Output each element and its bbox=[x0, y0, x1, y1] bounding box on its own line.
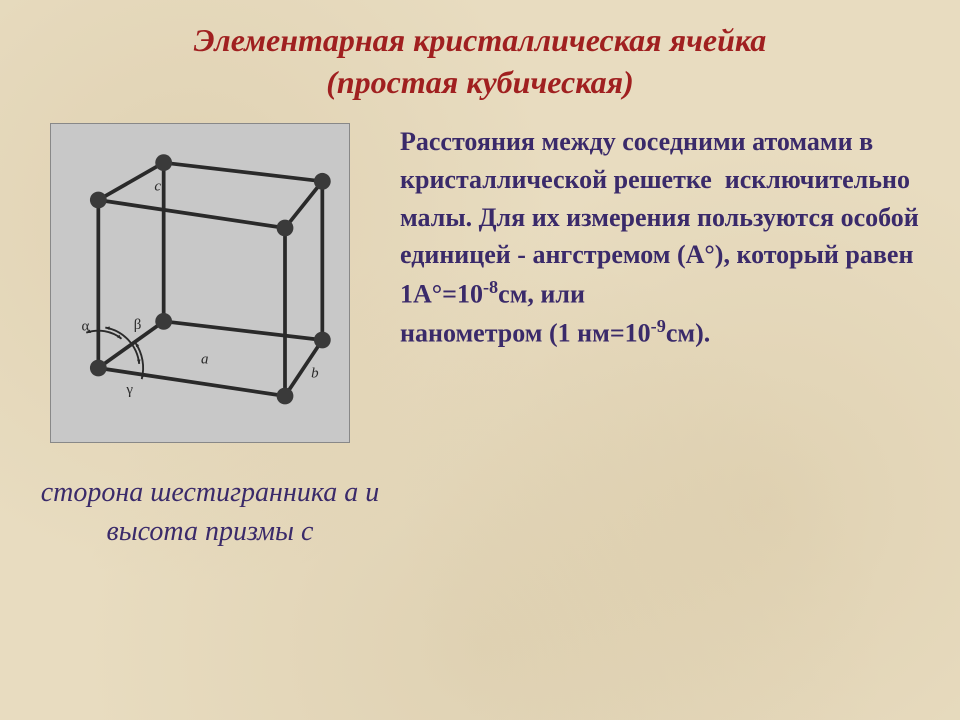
svg-text:a: a bbox=[201, 352, 208, 368]
slide-title: Элементарная кристаллическая ячейка (про… bbox=[40, 20, 920, 103]
unit-cell-diagram: a b c α β γ bbox=[50, 123, 350, 443]
title-line2: (простая кубическая) bbox=[326, 64, 634, 100]
svg-text:c: c bbox=[154, 179, 161, 195]
cubic-cell-svg: a b c α β γ bbox=[61, 134, 341, 434]
content-row: a b c α β γ сторона шестигранника а и высота … bbox=[40, 123, 920, 551]
svg-text:β: β bbox=[134, 317, 142, 333]
diagram-caption: сторона шестигранника а и высота призмы … bbox=[40, 473, 380, 551]
body-text: Расстояния между соседними атомами в кри… bbox=[400, 123, 920, 352]
right-column: Расстояния между соседними атомами в кри… bbox=[400, 123, 920, 551]
svg-text:b: b bbox=[311, 366, 319, 382]
left-column: a b c α β γ сторона шестигранника а и высота … bbox=[40, 123, 380, 551]
svg-text:α: α bbox=[82, 319, 90, 335]
svg-text:γ: γ bbox=[125, 382, 133, 398]
title-line1: Элементарная кристаллическая ячейка bbox=[194, 22, 767, 58]
slide: Элементарная кристаллическая ячейка (про… bbox=[0, 0, 960, 720]
